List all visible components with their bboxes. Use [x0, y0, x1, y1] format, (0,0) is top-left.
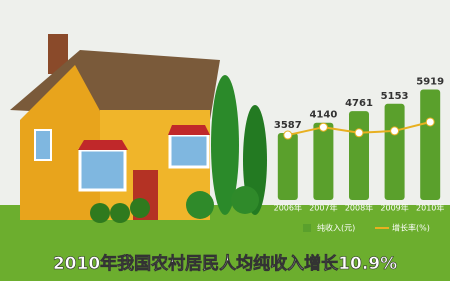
chart: 2010年我国农村居民人均纯收入增长10.9% 3587 4140 4761 5153…	[0, 0, 450, 281]
bar	[349, 111, 369, 200]
x-tick-label: 2006年	[274, 203, 302, 213]
line-point	[319, 123, 327, 131]
bar	[420, 90, 440, 200]
x-tick-label: 2010年	[416, 203, 444, 213]
bar	[313, 123, 333, 200]
value-label: 4140	[309, 110, 337, 121]
legend-label: 纯收入(元)	[317, 223, 355, 233]
bar	[278, 133, 298, 200]
legend-label: 增长率(%)	[392, 223, 430, 233]
x-tick-label: 2009年	[380, 203, 408, 213]
line-point	[284, 131, 292, 139]
chart-title: 2010年我国农村居民人均纯收入增长10.9%	[53, 253, 397, 274]
line-point	[355, 129, 363, 137]
value-label: 5153	[381, 91, 409, 102]
x-tick-label: 2007年	[309, 203, 337, 213]
value-label: 4761	[345, 98, 373, 109]
bar	[385, 104, 405, 200]
line-point	[426, 118, 434, 126]
value-label: 3587	[274, 120, 302, 131]
legend-swatch	[303, 224, 311, 232]
page: {"chart_data":{"type":"bar","title":"201…	[0, 0, 450, 281]
value-label: 5919	[416, 77, 444, 88]
x-tick-label: 2008年	[345, 203, 373, 213]
line-point	[391, 127, 399, 135]
